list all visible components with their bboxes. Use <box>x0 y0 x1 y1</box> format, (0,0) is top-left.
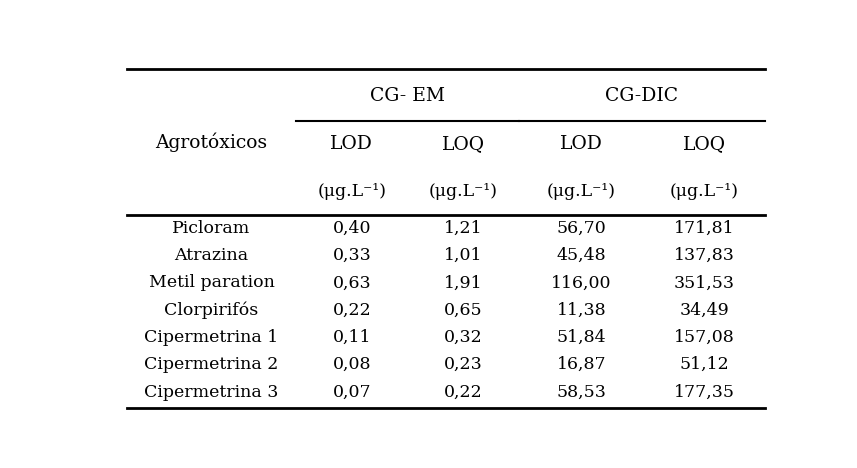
Text: LOD: LOD <box>330 135 374 154</box>
Text: 0,22: 0,22 <box>444 384 482 401</box>
Text: Cipermetrina 3: Cipermetrina 3 <box>144 384 279 401</box>
Text: CG- EM: CG- EM <box>370 87 445 105</box>
Text: 16,87: 16,87 <box>556 356 606 373</box>
Text: Atrazina: Atrazina <box>175 247 249 264</box>
Text: 351,53: 351,53 <box>674 274 734 292</box>
Text: 1,01: 1,01 <box>444 247 482 264</box>
Text: 137,83: 137,83 <box>674 247 734 264</box>
Text: 116,00: 116,00 <box>551 274 612 292</box>
Text: 0,32: 0,32 <box>444 329 482 346</box>
Text: 0,33: 0,33 <box>333 247 371 264</box>
Text: Metil paration: Metil paration <box>148 274 274 292</box>
Text: 51,12: 51,12 <box>680 356 729 373</box>
Text: Agrotóxicos: Agrotóxicos <box>155 133 267 153</box>
Text: (μg.L⁻¹): (μg.L⁻¹) <box>547 183 616 200</box>
Text: 0,22: 0,22 <box>333 302 371 319</box>
Text: 177,35: 177,35 <box>674 384 734 401</box>
Text: (μg.L⁻¹): (μg.L⁻¹) <box>428 183 498 200</box>
Text: LOD: LOD <box>560 135 602 154</box>
Text: 1,91: 1,91 <box>444 274 482 292</box>
Text: 0,65: 0,65 <box>444 302 482 319</box>
Text: Cipermetrina 2: Cipermetrina 2 <box>144 356 279 373</box>
Text: 0,23: 0,23 <box>444 356 482 373</box>
Text: 58,53: 58,53 <box>556 384 606 401</box>
Text: 51,84: 51,84 <box>556 329 606 346</box>
Text: 34,49: 34,49 <box>680 302 729 319</box>
Text: (μg.L⁻¹): (μg.L⁻¹) <box>317 183 387 200</box>
Text: CG-DIC: CG-DIC <box>605 87 679 105</box>
Text: 0,08: 0,08 <box>333 356 371 373</box>
Text: (μg.L⁻¹): (μg.L⁻¹) <box>669 183 739 200</box>
Text: 1,21: 1,21 <box>444 220 482 237</box>
Text: 0,07: 0,07 <box>333 384 371 401</box>
Text: LOQ: LOQ <box>682 135 726 154</box>
Text: Picloram: Picloram <box>172 220 250 237</box>
Text: 56,70: 56,70 <box>556 220 606 237</box>
Text: 45,48: 45,48 <box>556 247 606 264</box>
Text: 0,40: 0,40 <box>333 220 371 237</box>
Text: Cipermetrina 1: Cipermetrina 1 <box>145 329 279 346</box>
Text: 11,38: 11,38 <box>556 302 606 319</box>
Text: 157,08: 157,08 <box>674 329 734 346</box>
Text: LOQ: LOQ <box>442 135 485 154</box>
Text: 0,11: 0,11 <box>333 329 371 346</box>
Text: 171,81: 171,81 <box>674 220 734 237</box>
Text: 0,63: 0,63 <box>333 274 371 292</box>
Text: Clorpirifós: Clorpirifós <box>165 301 259 319</box>
